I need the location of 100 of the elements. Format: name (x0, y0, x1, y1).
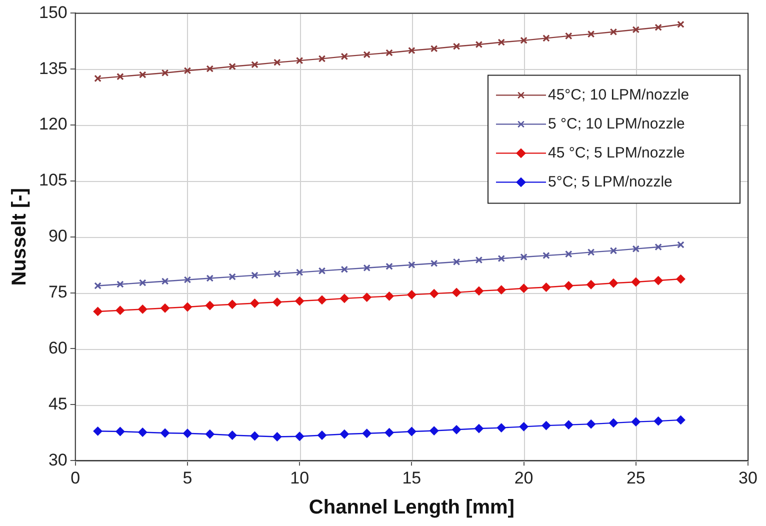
point (542, 252, 550, 260)
point (116, 306, 125, 315)
point (318, 55, 326, 62)
point (317, 430, 326, 440)
point (340, 266, 348, 273)
point (250, 431, 260, 440)
point (564, 281, 574, 290)
point (565, 32, 572, 40)
point (228, 430, 237, 440)
point (498, 254, 505, 262)
point (139, 279, 146, 286)
point (340, 430, 349, 439)
point (498, 38, 505, 46)
point (631, 417, 640, 426)
point (452, 258, 460, 266)
point (317, 295, 326, 304)
x-tick-label: 15 (402, 468, 422, 488)
point (430, 260, 438, 267)
point (318, 267, 326, 274)
point (228, 62, 236, 70)
point (340, 294, 349, 303)
x-tick-label: 10 (290, 468, 310, 488)
point (430, 44, 438, 52)
point (362, 292, 372, 302)
y-tick-label: 90 (48, 226, 68, 246)
point (295, 432, 304, 441)
point (363, 264, 370, 272)
point (631, 278, 640, 287)
point (363, 50, 370, 58)
point (676, 415, 686, 424)
point (295, 296, 304, 306)
point (93, 426, 102, 436)
point (542, 282, 551, 292)
point (496, 423, 506, 432)
point (182, 428, 192, 438)
point (296, 56, 304, 64)
point (139, 71, 146, 78)
point (340, 52, 348, 60)
legend-label: 45 °C; 5 LPM/nozzle (548, 144, 685, 162)
point (138, 304, 148, 314)
point (94, 282, 102, 290)
point (608, 418, 618, 428)
point (228, 300, 237, 309)
point (677, 241, 684, 248)
point (296, 268, 304, 276)
point (654, 243, 662, 251)
y-tick-label: 45 (48, 394, 68, 414)
x-tick-label: 25 (626, 468, 646, 488)
y-tick-label: 75 (48, 282, 68, 302)
point (632, 26, 640, 34)
point (274, 270, 281, 278)
point (654, 24, 662, 31)
y-tick-label: 135 (38, 58, 68, 78)
point (184, 276, 192, 284)
point (116, 427, 125, 436)
y-tick-label: 30 (48, 450, 68, 470)
legend-label: 5°C; 5 LPM/nozzle (548, 173, 672, 190)
point (272, 432, 282, 442)
x-tick-label: 0 (70, 468, 80, 488)
point (519, 422, 528, 432)
point (542, 34, 550, 42)
point (474, 286, 484, 296)
point (116, 280, 124, 288)
point (520, 253, 528, 261)
point (677, 20, 684, 28)
point (228, 273, 236, 280)
point (474, 424, 484, 434)
point (138, 428, 148, 437)
point (475, 40, 483, 48)
point (430, 289, 439, 298)
point (610, 28, 618, 36)
point (564, 420, 574, 430)
point (250, 298, 260, 308)
point (272, 298, 282, 307)
point (676, 274, 686, 284)
point (520, 36, 528, 44)
point (161, 69, 169, 76)
point (407, 427, 416, 436)
point (205, 301, 214, 310)
point (586, 420, 596, 429)
y-tick-label: 60 (48, 338, 68, 358)
point (362, 428, 372, 438)
point (184, 66, 192, 74)
point (251, 61, 258, 68)
x-tick-label: 20 (514, 468, 534, 488)
y-tick-label: 105 (38, 170, 68, 190)
point (587, 30, 595, 38)
point (542, 421, 551, 430)
point (430, 426, 439, 436)
point (496, 285, 506, 294)
point (182, 302, 192, 312)
point (116, 72, 124, 80)
point (93, 306, 102, 316)
y-tick-label: 150 (38, 2, 68, 22)
point (452, 42, 460, 50)
point (519, 284, 528, 293)
legend-label: 45°C; 10 LPM/nozzle (548, 86, 690, 104)
point (160, 428, 170, 438)
point (386, 49, 393, 56)
point (384, 428, 394, 438)
